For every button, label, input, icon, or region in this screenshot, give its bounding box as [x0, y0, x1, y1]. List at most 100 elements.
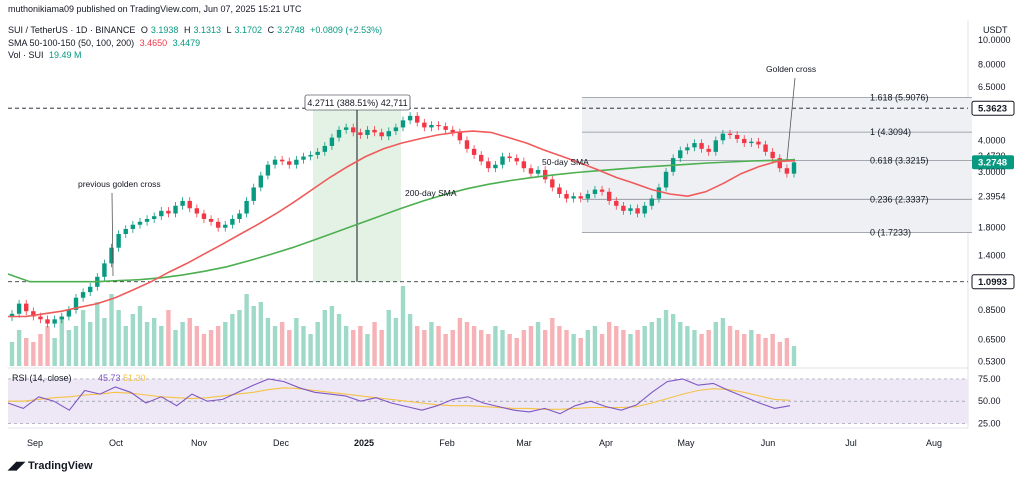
- candle-body: [514, 158, 519, 162]
- volume-bar: [351, 330, 356, 366]
- candle-body: [301, 156, 306, 160]
- sma-label[interactable]: SMA 50-100-150 (50, 100, 200): [8, 38, 135, 48]
- volume-bar: [215, 326, 221, 366]
- volume-bar: [251, 306, 256, 366]
- candle-body: [649, 198, 655, 206]
- price-tick: 0.6500: [978, 334, 1006, 344]
- time-tick: Jun: [761, 438, 776, 448]
- volume-bar: [685, 326, 690, 366]
- candle-body: [272, 159, 278, 165]
- candle-body: [614, 200, 619, 206]
- volume-bar: [436, 326, 441, 366]
- candle-body: [244, 200, 249, 214]
- volume-bar: [514, 338, 519, 366]
- volume-bar: [265, 318, 271, 366]
- volume-bar: [59, 318, 64, 366]
- candle-body: [208, 218, 214, 222]
- volume-bar: [187, 318, 192, 366]
- candle-body: [749, 141, 754, 144]
- candle-body: [201, 213, 207, 219]
- volume-bar: [528, 326, 534, 366]
- vol-label[interactable]: Vol · SUI: [8, 50, 44, 60]
- volume-bar: [322, 310, 327, 366]
- volume-bar: [443, 334, 448, 366]
- candle-body: [24, 303, 29, 312]
- candle-body: [343, 127, 349, 130]
- fib-label-1: 1 (4.3094): [870, 127, 911, 137]
- price-badge-current: [972, 155, 1014, 170]
- candle-body: [635, 208, 640, 214]
- price-tick: 0.5300: [978, 357, 1006, 367]
- tradingview-logo[interactable]: ◢◤ TradingView: [8, 459, 93, 472]
- candle-body: [59, 316, 64, 320]
- volume-bar: [656, 318, 662, 366]
- annotation-previous-golden-cross: previous golden cross: [78, 179, 161, 189]
- candle-body: [9, 313, 15, 318]
- volume-bar: [692, 330, 697, 366]
- volume-bar: [564, 330, 569, 366]
- volume-bar: [151, 318, 157, 366]
- volume-bar: [756, 334, 761, 366]
- volume-bar: [343, 326, 349, 366]
- candle-body: [578, 196, 583, 199]
- candle-body: [550, 179, 555, 188]
- annotation-sma50: 50-day SMA: [542, 157, 589, 167]
- volume-bar: [614, 326, 619, 366]
- time-tick: Sep: [27, 438, 43, 448]
- candle-body: [471, 148, 477, 155]
- candle-body: [230, 218, 235, 225]
- candle-body: [557, 187, 562, 194]
- candle-body: [628, 208, 633, 211]
- volume-bar: [670, 314, 676, 366]
- volume-bar: [535, 322, 541, 366]
- volume-bar: [649, 322, 655, 366]
- measure-label-box: [304, 94, 411, 111]
- volume-bar: [336, 314, 342, 366]
- volume-bar: [749, 330, 754, 366]
- annotation-sma200: 200-day SMA: [405, 188, 457, 198]
- high-value: 3.1313: [193, 25, 221, 35]
- volume-bar: [80, 310, 86, 366]
- volume-bar: [201, 334, 207, 366]
- volume-bar: [130, 314, 136, 366]
- time-tick: 2025: [354, 438, 374, 448]
- candle-body: [400, 120, 406, 128]
- price-tick: 1.4000: [978, 250, 1006, 260]
- price-tick: 3.2748: [978, 158, 1007, 169]
- price-tick: 3.0000: [978, 167, 1006, 177]
- volume-bar: [621, 330, 626, 366]
- volume-bar: [16, 330, 22, 366]
- volume-bar: [400, 286, 406, 366]
- tv-brand: TradingView: [27, 460, 93, 472]
- volume-bar: [301, 326, 306, 366]
- volume-bar: [279, 322, 285, 366]
- volume-bar: [471, 326, 477, 366]
- candle-body: [542, 169, 548, 180]
- fib-box: [582, 97, 972, 233]
- price-tick: 2.3954: [978, 191, 1006, 201]
- candle-body: [123, 228, 128, 234]
- candle-body: [251, 187, 256, 201]
- candle-body: [308, 154, 313, 157]
- candle-body: [159, 210, 164, 217]
- volume-bar: [45, 326, 50, 366]
- candle-body: [279, 159, 285, 162]
- symbol-name[interactable]: SUI / TetherUS · 1D · BINANCE: [8, 25, 136, 35]
- volume-bar: [272, 326, 278, 366]
- volume-bar: [88, 322, 93, 366]
- volume-bar: [635, 330, 640, 366]
- volume-bar: [9, 342, 15, 366]
- volume-bar: [450, 330, 455, 366]
- candle-body: [443, 126, 448, 130]
- sma50-line: [8, 130, 796, 318]
- candle-body: [742, 138, 747, 144]
- candle-body: [706, 148, 711, 152]
- candle-body: [130, 224, 136, 229]
- volume-bar: [770, 334, 775, 366]
- attribution: muthonikiama09 published on TradingView.…: [8, 4, 302, 14]
- candle-body: [535, 169, 541, 174]
- open-label: O: [140, 25, 148, 35]
- time-tick: Feb: [439, 438, 455, 448]
- candle-body: [457, 132, 463, 141]
